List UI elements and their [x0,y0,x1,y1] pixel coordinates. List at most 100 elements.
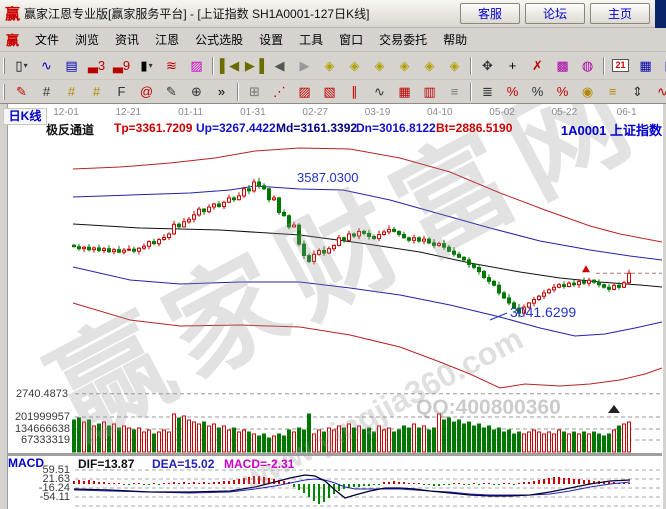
toolbar-grip[interactable] [3,83,5,100]
diamond-left-icon[interactable]: ◈ [317,55,342,77]
candle[interactable] [487,277,491,282]
candle[interactable] [377,234,381,240]
candle[interactable] [447,246,451,252]
candle[interactable] [457,253,461,258]
candle[interactable] [207,206,211,213]
candle[interactable] [472,263,476,268]
candle[interactable] [217,203,221,207]
candle[interactable] [252,181,256,192]
candle[interactable] [532,299,536,304]
candle[interactable] [92,247,96,251]
zigzag-wave-icon[interactable]: ∿ [367,81,392,103]
f10-info-icon[interactable]: ▤ [59,55,84,77]
calculator-icon[interactable]: ▦ [633,55,658,77]
candle[interactable] [582,280,586,284]
candle[interactable] [547,289,551,294]
candle[interactable] [562,284,566,288]
candle[interactable] [127,248,131,251]
fib-grid-icon[interactable]: F [109,81,134,103]
next-bar-icon[interactable]: ▶ [292,55,317,77]
more-tools-icon[interactable]: » [209,81,234,103]
candle[interactable] [282,211,286,217]
candle[interactable] [627,272,631,284]
candle[interactable] [402,234,406,239]
gold-circle-icon[interactable]: ◉ [575,81,600,103]
candle[interactable] [307,255,311,262]
kline-style-icon[interactable]: ▯ ▾ [9,55,34,77]
candle[interactable] [577,280,581,286]
candle[interactable] [182,221,186,228]
menu-item-6[interactable]: 工具 [299,33,324,47]
candle[interactable] [367,233,371,237]
candle[interactable] [197,208,201,216]
wave-tool-icon[interactable]: ∿ [650,81,666,103]
candle[interactable] [602,284,606,288]
candle[interactable] [617,284,621,288]
percent-icon[interactable]: % [525,81,550,103]
candle[interactable] [512,302,516,309]
candle[interactable] [412,237,416,241]
candle[interactable] [147,241,151,247]
calendar-icon[interactable]: 21 [608,55,633,77]
candle[interactable] [597,281,601,286]
home-button[interactable]: 主页 [590,3,650,24]
candle[interactable] [112,249,116,253]
pencil-icon[interactable]: ✎ [9,81,34,103]
candle[interactable] [552,286,556,291]
percent-line-icon[interactable]: % [550,81,575,103]
vertical-pencil-icon[interactable]: ⇕ [625,81,650,103]
min9-bars-icon[interactable]: ▃9 [109,55,134,77]
candle[interactable] [507,297,511,304]
candle[interactable] [187,218,191,223]
candle[interactable] [417,237,421,242]
candle[interactable] [212,203,216,208]
hand-pan-icon[interactable]: ✥ [475,55,500,77]
candle[interactable] [592,279,596,283]
trend-line-chart-icon[interactable]: ∿ [34,55,59,77]
candle[interactable] [157,239,161,245]
dropdown-arrow-icon[interactable]: ▾ [23,60,28,70]
candle[interactable] [372,236,376,239]
matrix-grid-icon[interactable]: ▥ [417,81,442,103]
diamond-compress-icon[interactable]: ◈ [367,55,392,77]
candle[interactable] [232,197,236,201]
candle[interactable] [267,188,271,201]
menu-item-2[interactable]: 资讯 [115,33,140,47]
candle[interactable] [227,197,231,203]
prev-bar-icon[interactable]: ◀ [267,55,292,77]
candle[interactable] [87,246,91,251]
candle[interactable] [622,282,626,288]
color-analysis-icon[interactable]: ▨ [184,55,209,77]
candle[interactable] [172,223,176,235]
candle[interactable] [257,181,261,187]
candle[interactable] [612,284,616,290]
candle[interactable] [312,253,316,262]
candle[interactable] [342,237,346,241]
candle[interactable] [392,228,396,232]
candle[interactable] [297,224,301,245]
candle[interactable] [327,248,331,254]
percent-zone-icon[interactable]: % [500,81,525,103]
menu-item-9[interactable]: 帮助 [443,33,468,47]
fan-rays-icon[interactable]: ⋰ [267,81,292,103]
candle[interactable] [82,246,86,250]
menu-item-0[interactable]: 文件 [35,33,60,47]
candle[interactable] [237,195,241,201]
box-tool-icon[interactable]: ⊞ [242,81,267,103]
candle[interactable] [192,214,196,220]
candle[interactable] [537,295,541,301]
gold-levels-icon[interactable]: ≡ [600,81,625,103]
candle[interactable] [107,248,111,253]
chip-dist-icon[interactable]: ▩ [550,55,575,77]
diamond-full-icon[interactable]: ◈ [442,55,467,77]
candle[interactable] [337,237,341,246]
candle[interactable] [442,243,446,248]
candle[interactable] [132,248,136,252]
first-bar-icon[interactable]: ▌◀ [217,55,242,77]
last-bar-icon[interactable]: ▶▐ [242,55,267,77]
gold-grid2-icon[interactable]: # [84,81,109,103]
candle[interactable] [382,231,386,235]
candle[interactable] [247,188,251,192]
candle[interactable] [332,244,336,250]
candle[interactable] [292,224,296,228]
